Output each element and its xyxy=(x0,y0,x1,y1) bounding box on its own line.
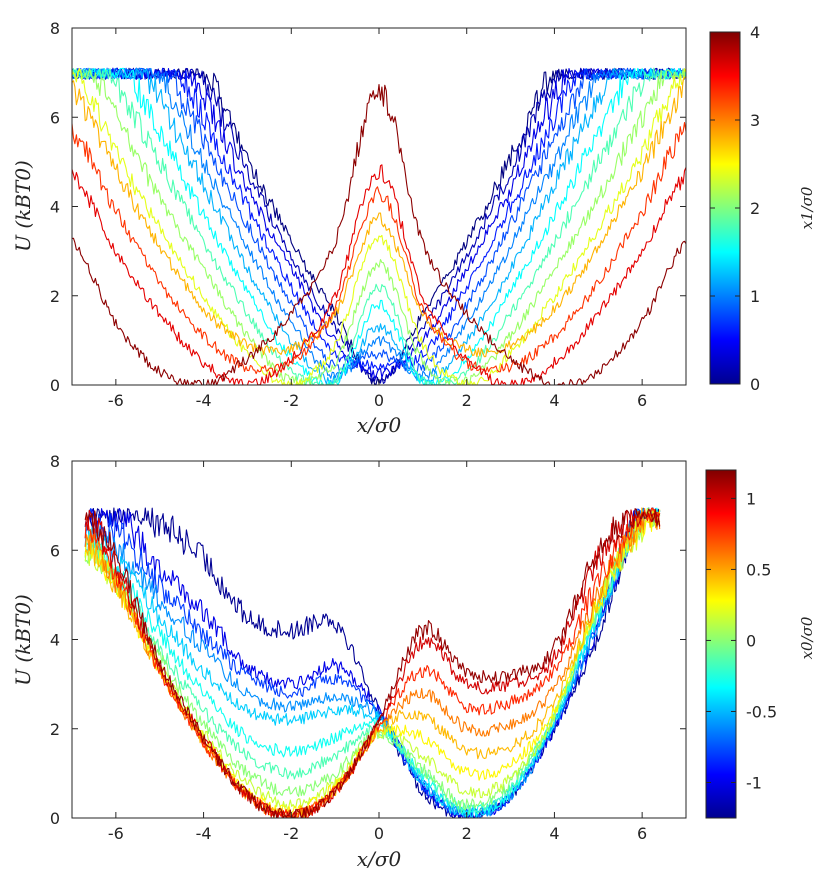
top-colorbar-ticks: 0 1 2 3 4 xyxy=(710,23,760,394)
bottom-curves xyxy=(84,507,661,818)
top-xtick-label: 6 xyxy=(637,391,647,410)
bottom-series-line xyxy=(84,508,661,818)
top-ytick-label: 4 xyxy=(50,198,60,217)
bottom-series-line xyxy=(84,507,661,818)
bottom-xtick-label: 2 xyxy=(462,824,472,843)
top-colorbar-tick-label: 0 xyxy=(750,375,760,394)
bottom-ylabel: U (kBT0) xyxy=(11,594,35,686)
top-xtick-label: -6 xyxy=(108,391,124,410)
top-xtick-label: 4 xyxy=(549,391,559,410)
bottom-xtick-label: -2 xyxy=(283,824,299,843)
bottom-colorbar-label: x0/σ0 xyxy=(798,616,816,659)
bottom-series-line xyxy=(84,508,661,818)
bottom-ytick-label: 2 xyxy=(50,720,60,739)
top-series-line xyxy=(72,68,686,385)
top-colorbar-tick-label: 2 xyxy=(750,199,760,218)
top-xtick-label: 2 xyxy=(462,391,472,410)
bottom-series-line xyxy=(84,509,661,818)
top-curves xyxy=(72,67,686,385)
bottom-series-line xyxy=(84,507,661,811)
top-xtick-label: -4 xyxy=(196,391,212,410)
top-series-line xyxy=(72,67,686,385)
bottom-chart: -6 -4 -2 0 2 4 6 0 2 4 6 8 x/σ0 U (kBT0) -1 -0.5 0 0.5… xyxy=(11,452,816,871)
top-series-line xyxy=(72,122,686,376)
bottom-ytick-label: 6 xyxy=(50,541,60,560)
bottom-colorbar-tick-label: 0 xyxy=(746,631,756,650)
top-series-line xyxy=(72,67,686,371)
top-ytick-label: 0 xyxy=(50,376,60,395)
top-ytick-label: 6 xyxy=(50,108,60,127)
bottom-xtick-label: -4 xyxy=(196,824,212,843)
bottom-ytick-label: 0 xyxy=(50,809,60,828)
top-colorbar-tick-label: 4 xyxy=(750,23,760,42)
bottom-colorbar xyxy=(705,469,737,819)
top-series-line xyxy=(72,76,686,358)
top-axes: -6 -4 -2 0 2 4 6 0 2 4 6 8 xyxy=(50,19,687,410)
top-series-line xyxy=(72,67,686,385)
top-xtick-label: 0 xyxy=(374,391,384,410)
bottom-ytick-label: 4 xyxy=(50,631,60,650)
top-series-line xyxy=(72,67,686,375)
top-series-line xyxy=(72,67,686,382)
bottom-colorbar-ticks: -1 -0.5 0 0.5 1 xyxy=(706,489,777,792)
bottom-xtick-label: -6 xyxy=(108,824,124,843)
top-series-line xyxy=(72,84,686,385)
bottom-xlabel: x/σ0 xyxy=(357,847,402,871)
bottom-colorbar-tick-label: -0.5 xyxy=(746,702,777,721)
bottom-xtick-label: 4 xyxy=(549,824,559,843)
bottom-axes: -6 -4 -2 0 2 4 6 0 2 4 6 8 xyxy=(50,452,687,843)
top-ytick-label: 2 xyxy=(50,287,60,306)
bottom-xtick-label: 0 xyxy=(374,824,384,843)
bottom-series-line xyxy=(84,507,661,817)
bottom-series-line xyxy=(84,507,661,811)
bottom-colorbar-tick-label: -1 xyxy=(746,773,762,792)
top-colorbar-label: x1/σ0 xyxy=(798,186,816,229)
bottom-xtick-label: 6 xyxy=(637,824,647,843)
top-ylabel: U (kBT0) xyxy=(11,160,35,252)
bottom-series-line xyxy=(84,507,661,818)
top-series-line xyxy=(72,68,686,385)
bottom-colorbar-tick-label: 0.5 xyxy=(746,560,771,579)
top-colorbar-tick-label: 1 xyxy=(750,287,760,306)
bottom-colorbar-tick-label: 1 xyxy=(746,489,756,508)
top-chart: -6 -4 -2 0 2 4 6 0 2 4 6 8 x/σ0 U (kBT0) 0 1 2 3 4 x1/σ… xyxy=(11,19,816,437)
top-series-line xyxy=(72,67,686,385)
top-xlabel: x/σ0 xyxy=(357,413,402,437)
top-colorbar-tick-label: 3 xyxy=(750,111,760,130)
top-series-line xyxy=(72,164,686,385)
top-xtick-label: -2 xyxy=(283,391,299,410)
bottom-ytick-label: 8 xyxy=(50,452,60,471)
top-ytick-label: 8 xyxy=(50,19,60,38)
